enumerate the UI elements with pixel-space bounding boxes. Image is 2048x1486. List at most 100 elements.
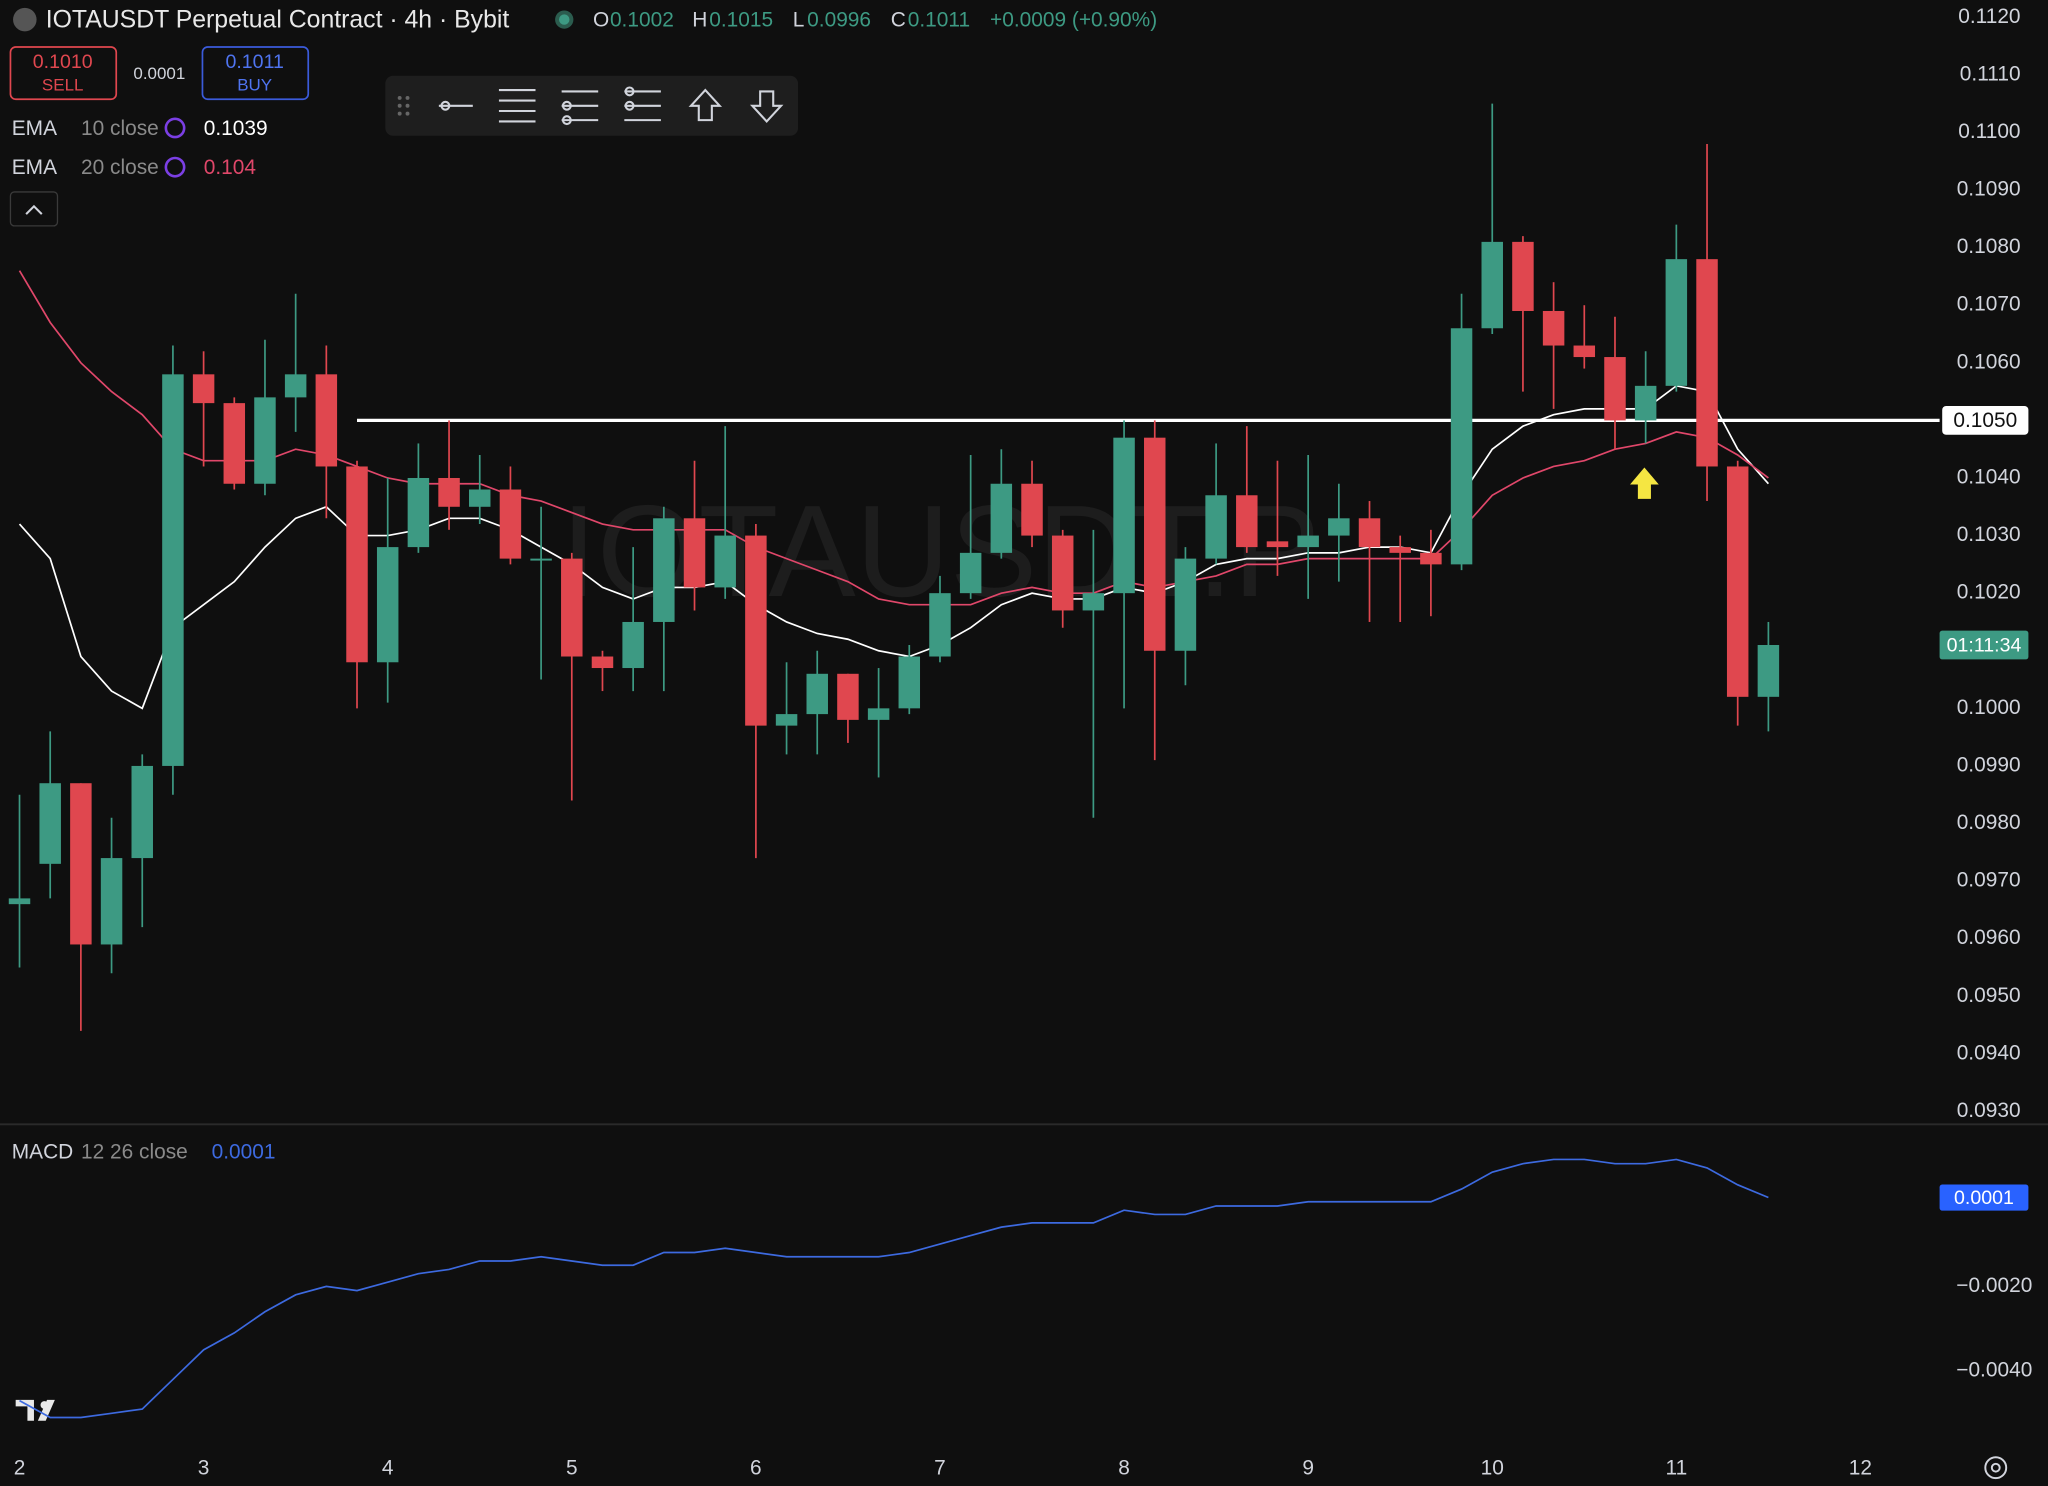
settings-icon-center [1990,1462,2001,1473]
tool-position[interactable] [624,86,661,122]
y-tick-label: 0.1040 [1957,466,2021,489]
macd-value: 0.0001 [212,1141,276,1164]
y-tick-label: 0.1060 [1957,350,2021,373]
tool-levels[interactable] [498,89,536,123]
y-tick-label: 0.0930 [1957,1099,2021,1122]
candle-body [1757,644,1780,697]
candle-body [1113,437,1135,594]
ohlc-value: 0.1011 [908,8,970,31]
y-tick-label: 0.0970 [1957,869,2021,892]
candle-body [39,783,61,864]
candle-body [315,374,338,467]
ohlc-label: O [593,8,609,31]
y-tick-label: 0.1030 [1957,523,2021,546]
y-tick-label: 0.0940 [1957,1041,2021,1064]
symbol-icon [13,7,37,32]
ohlc-value: 0.1015 [709,8,773,31]
tool-arrow-down[interactable] [749,90,784,123]
candle-body [223,403,246,484]
settings-icon[interactable] [1984,1456,2008,1480]
candle-body [837,673,859,720]
candle-body [1542,310,1565,346]
candle-body [1358,518,1381,548]
y-tick-label: 0.1090 [1957,178,2021,201]
y-tick-label: 0.1080 [1957,235,2021,258]
x-tick-label: 9 [1302,1457,1314,1480]
x-tick-label: 2 [14,1457,26,1480]
legend-icon[interactable] [164,156,186,178]
candle-body [745,535,767,726]
macd-value-box [1939,1184,2029,1211]
chart-title: IOTAUSDT Perpetual Contract · 4h · Bybit [46,6,510,33]
candle-body [714,535,736,588]
candle-body [8,898,31,905]
macd-params: 12 26 close [81,1141,188,1164]
spread: 0.0001 [133,64,185,83]
candle-body [376,547,399,663]
legend-value: 0.1039 [204,117,268,140]
candle-body [683,518,706,588]
y-tick-label: 0.1000 [1957,696,2021,719]
buy-button[interactable] [201,46,310,101]
legend-name: EMA [12,117,57,140]
macd-line [19,1158,1769,1419]
candle-body [530,558,552,561]
y-tick-label: −0.0020 [1956,1274,2032,1297]
y-tick-label: 0.1020 [1957,581,2021,604]
candle-body [1021,483,1043,536]
legend-name: EMA [12,156,57,179]
x-tick-label: 12 [1849,1457,1872,1480]
legend-icon[interactable] [164,117,186,139]
candle-body [162,374,184,766]
tool-line[interactable] [438,100,473,111]
candle-body [1573,345,1596,358]
candle-body [1604,357,1626,421]
y-tick-label: 0.0980 [1957,811,2021,834]
sell-price: 0.1010 [33,51,93,73]
sell-button[interactable] [9,46,118,101]
countdown-box [1939,630,2029,660]
candle-body [1236,495,1258,548]
candle-body [591,656,614,669]
candle-body [1481,241,1503,329]
candle-body [561,558,583,657]
y-tick-label: 0.0950 [1957,984,2021,1007]
collapse-button[interactable] [9,191,59,227]
x-tick-label: 6 [750,1457,762,1480]
candle-body [1450,328,1473,565]
candle-body [653,518,675,622]
y-tick-label: 0.1110 [1960,62,2021,85]
ema-line [18,384,1770,710]
candle-body [499,489,522,559]
chevron-icon [25,204,43,215]
y-tick-label: 0.0960 [1957,926,2021,949]
candle-body [1696,259,1718,467]
x-tick-label: 3 [198,1457,210,1480]
candle-body [1174,558,1197,651]
x-tick-label: 8 [1118,1457,1130,1480]
legend-params: 10 close [81,117,159,140]
candle-body [192,374,215,404]
tool-arrow-up[interactable] [688,88,723,122]
candle-body [346,466,368,663]
legend-value: 0.104 [204,156,256,179]
candle-body [929,593,951,657]
drag-handle[interactable] [397,95,410,116]
tool-fib[interactable] [561,90,599,126]
x-tick-label: 7 [934,1457,946,1480]
tv-logo-dot [40,1401,49,1409]
ohlc-value: 0.1002 [610,8,674,31]
candle-body [70,783,92,945]
candle-body [284,374,307,398]
candle-body [1082,593,1105,611]
candle-body [1051,535,1074,611]
candle-body [990,483,1013,553]
arrow-annotation [1630,467,1659,499]
candle-body [806,673,828,715]
candle-body [867,708,890,720]
y-tick-label: 0.0990 [1957,753,2021,776]
y-tick-label: 0.1100 [1958,120,2020,143]
x-tick-label: 11 [1666,1457,1688,1480]
